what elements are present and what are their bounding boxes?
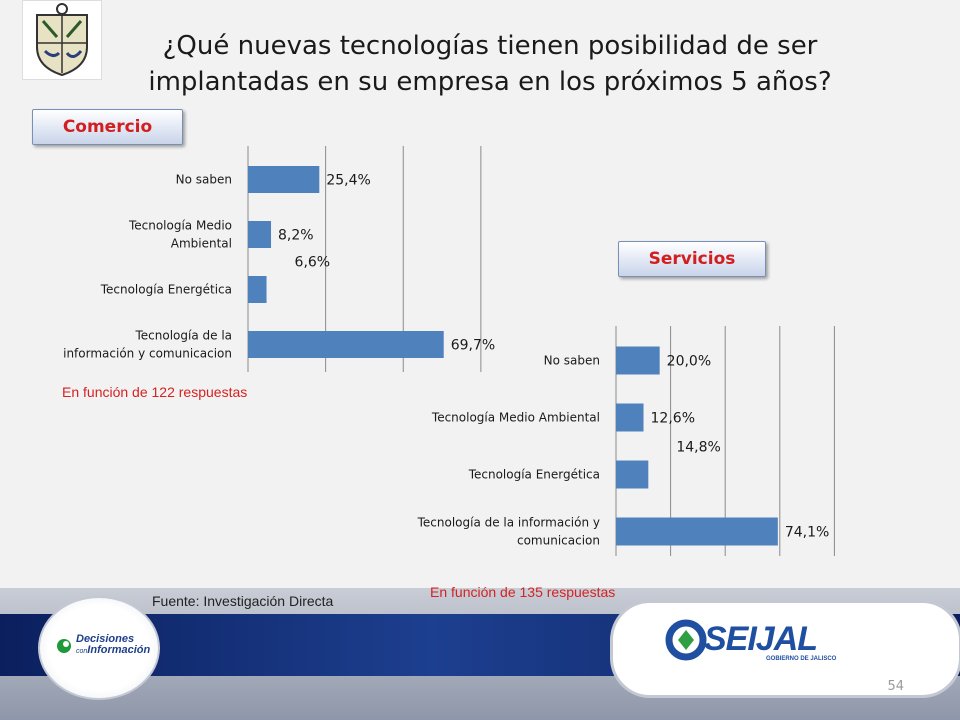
- category-label: Tecnología de la información y comunicaci…: [417, 516, 600, 548]
- servicios-chart-svg: No saben 20,0% Tecnología Medio Ambiental 1…: [417, 326, 835, 560]
- source-note: Fuente: Investigación Directa: [152, 593, 334, 609]
- category-label: Tecnología Energética: [468, 468, 600, 482]
- servicios-badge: Servicios: [618, 241, 766, 277]
- value-label: 12,6%: [651, 411, 695, 427]
- comercio-badge: Comercio: [32, 109, 183, 145]
- servicios-responses-note: En función de 135 respuestas: [430, 584, 616, 600]
- servicios-chart: No saben 20,0% Tecnología Medio Ambiental 1…: [390, 326, 850, 560]
- category-label: No saben: [176, 173, 232, 187]
- bar: [616, 517, 778, 546]
- category-label: Tecnología Medio Ambiental: [128, 219, 232, 251]
- value-label: 8,2%: [278, 228, 314, 244]
- category-label: Tecnología de la información y comunicaci…: [63, 329, 232, 361]
- bar: [248, 221, 272, 248]
- value-label: 25,4%: [326, 173, 370, 189]
- decisiones-logo-text: Decisiones: [76, 633, 135, 645]
- seijal-logo-text: SEIJAL: [704, 620, 818, 658]
- bar: [616, 403, 644, 432]
- value-label: 20,0%: [667, 354, 711, 370]
- page-title: ¿Qué nuevas tecnologías tienen posibilid…: [148, 31, 832, 97]
- value-label: 6,6%: [295, 255, 331, 271]
- category-label: No saben: [544, 354, 600, 368]
- value-label: 14,8%: [676, 440, 720, 456]
- bar: [248, 331, 444, 358]
- category-label: Tecnología Energética: [100, 283, 232, 297]
- seijal-logo-icon: [665, 619, 707, 661]
- crest-logo: [22, 0, 102, 80]
- value-label: 74,1%: [785, 525, 829, 541]
- seijal-logo: SEIJAL GOBIERNO DE JALISCO: [664, 618, 854, 668]
- decisiones-logo-con: con: [76, 648, 88, 655]
- bar: [616, 460, 649, 489]
- comercio-responses-note: En función de 122 respuestas: [62, 384, 248, 400]
- value-label: 69,7%: [451, 338, 495, 354]
- bar: [616, 346, 660, 375]
- bar: [248, 276, 267, 303]
- category-label: Tecnología Medio Ambiental: [431, 411, 600, 425]
- decisiones-logo: Decisiones conInformación: [56, 634, 156, 660]
- page-number: 54: [887, 679, 904, 694]
- seijal-logo-subtitle: GOBIERNO DE JALISCO: [766, 656, 837, 662]
- decisiones-mark-icon: [57, 639, 71, 653]
- bar: [248, 166, 320, 193]
- decisiones-logo-info: Información: [87, 644, 151, 656]
